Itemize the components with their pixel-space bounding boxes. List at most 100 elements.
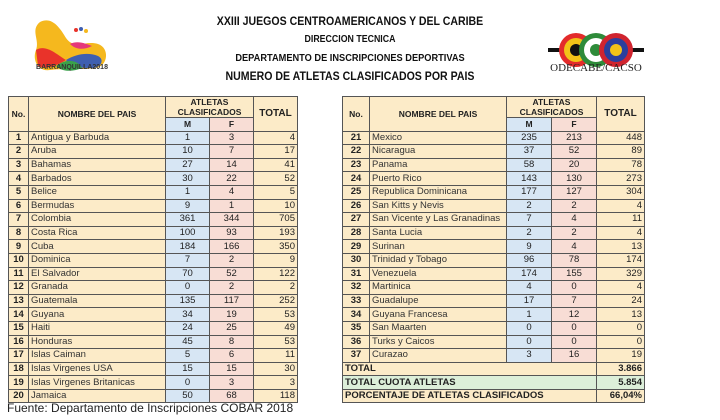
table-row: 22 Nicaragua 37 52 89 (342, 144, 645, 159)
row-number: 37 (342, 348, 370, 363)
country-name: Islas Virgenes USA (28, 361, 166, 377)
male-count: 0 (506, 334, 552, 350)
country-name: Martinica (369, 280, 507, 295)
row-number: 23 (342, 157, 370, 173)
col-group: ATLETAS CLASIFICADOS (165, 96, 254, 118)
table-row: 9 Cuba 184 166 350 (8, 239, 298, 254)
country-name: Antigua y Barbuda (28, 130, 166, 146)
female-count: 7 (551, 293, 597, 309)
row-total: 252 (253, 293, 298, 309)
male-count: 30 (165, 171, 210, 186)
female-count: 52 (551, 144, 597, 159)
source-note: Fuente: Departamento de Inscripciones CO… (7, 401, 294, 415)
country-name: Honduras (28, 334, 166, 350)
row-number: 18 (8, 361, 29, 377)
male-count: 45 (165, 334, 210, 350)
country-name: Costa Rica (28, 225, 166, 241)
female-count: 12 (551, 307, 597, 322)
row-total: 49 (253, 320, 298, 336)
country-name: Nicaragua (369, 144, 507, 159)
male-count: 70 (165, 266, 210, 282)
row-total: 448 (596, 130, 645, 146)
table-row: 5 Belice 1 4 5 (8, 184, 298, 200)
female-count: 93 (209, 225, 254, 241)
country-name: Santa Lucia (369, 225, 507, 241)
row-number: 22 (342, 144, 370, 159)
row-number: 33 (342, 293, 370, 309)
table-row: 6 Bermudas 9 1 10 (8, 198, 298, 214)
row-total: 5 (253, 184, 298, 200)
male-count: 37 (506, 144, 552, 159)
table-row: 2 Aruba 10 7 17 (8, 144, 298, 159)
row-total: 30 (253, 361, 298, 377)
country-name: Barbados (28, 171, 166, 186)
female-count: 0 (551, 320, 597, 336)
female-count: 130 (551, 171, 597, 186)
table-row: 3 Bahamas 27 14 41 (8, 157, 298, 173)
table-row: 7 Colombia 361 344 705 (8, 212, 298, 227)
table-row: 27 San Vicente y Las Granadinas 7 4 11 (342, 212, 645, 227)
male-count: 9 (506, 239, 552, 254)
table-row: 31 Venezuela 174 155 329 (342, 266, 645, 282)
row-number: 8 (8, 225, 29, 241)
female-count: 3 (209, 130, 254, 146)
country-name: Venezuela (369, 266, 507, 282)
col-total: TOTAL (253, 96, 298, 132)
country-name: Panama (369, 157, 507, 173)
row-number: 35 (342, 320, 370, 336)
male-count: 50 (165, 388, 210, 404)
percentage-row: PORCENTAJE DE ATLETAS CLASIFICADOS 66,04… (342, 388, 645, 404)
col-f: F (551, 117, 597, 132)
row-number: 31 (342, 266, 370, 282)
male-count: 7 (506, 212, 552, 227)
row-number: 32 (342, 280, 370, 295)
female-count: 7 (209, 144, 254, 159)
country-name: Puerto Rico (369, 171, 507, 186)
row-number: 21 (342, 130, 370, 146)
country-name: San Maarten (369, 320, 507, 336)
male-count: 184 (165, 239, 210, 254)
male-count: 1 (506, 307, 552, 322)
male-count: 2 (506, 198, 552, 214)
table-row: 16 Honduras 45 8 53 (8, 334, 298, 350)
male-count: 1 (165, 130, 210, 146)
row-total: 193 (253, 225, 298, 241)
row-number: 17 (8, 348, 29, 363)
female-count: 8 (209, 334, 254, 350)
row-total: 41 (253, 157, 298, 173)
female-count: 213 (551, 130, 597, 146)
table-row: 37 Curazao 3 16 19 (342, 348, 645, 363)
female-count: 3 (209, 375, 254, 390)
table-row: 34 Guyana Francesa 1 12 13 (342, 307, 645, 322)
table-row: 24 Puerto Rico 143 130 273 (342, 171, 645, 186)
male-count: 17 (506, 293, 552, 309)
row-number: 4 (8, 171, 29, 186)
table-row: 19 Islas Virgenes Britanicas 0 3 3 (8, 375, 298, 390)
male-count: 0 (165, 280, 210, 295)
female-count: 127 (551, 184, 597, 200)
row-total: 11 (596, 212, 645, 227)
barranquilla-2018-logo (34, 20, 107, 71)
male-count: 0 (165, 375, 210, 390)
male-count: 96 (506, 252, 552, 268)
total-label: TOTAL (342, 361, 597, 377)
col-name: NOMBRE DEL PAIS (369, 96, 507, 132)
female-count: 16 (551, 348, 597, 363)
row-total: 53 (253, 307, 298, 322)
document-subtitle: DIRECCION TECNICA (304, 34, 396, 45)
row-total: 0 (596, 320, 645, 336)
female-count: 22 (209, 171, 254, 186)
athletes-table-left: No. NOMBRE DEL PAIS ATLETAS CLASIFICADOS… (8, 96, 298, 404)
row-total: 78 (596, 157, 645, 173)
female-count: 155 (551, 266, 597, 282)
cuota-label: TOTAL CUOTA ATLETAS (342, 375, 597, 390)
female-count: 0 (551, 280, 597, 295)
row-number: 11 (8, 266, 29, 282)
female-count: 19 (209, 307, 254, 322)
country-name: Guyana (28, 307, 166, 322)
col-total: TOTAL (596, 96, 645, 132)
male-count: 7 (165, 252, 210, 268)
row-total: 24 (596, 293, 645, 309)
country-name: Belice (28, 184, 166, 200)
male-count: 10 (165, 144, 210, 159)
